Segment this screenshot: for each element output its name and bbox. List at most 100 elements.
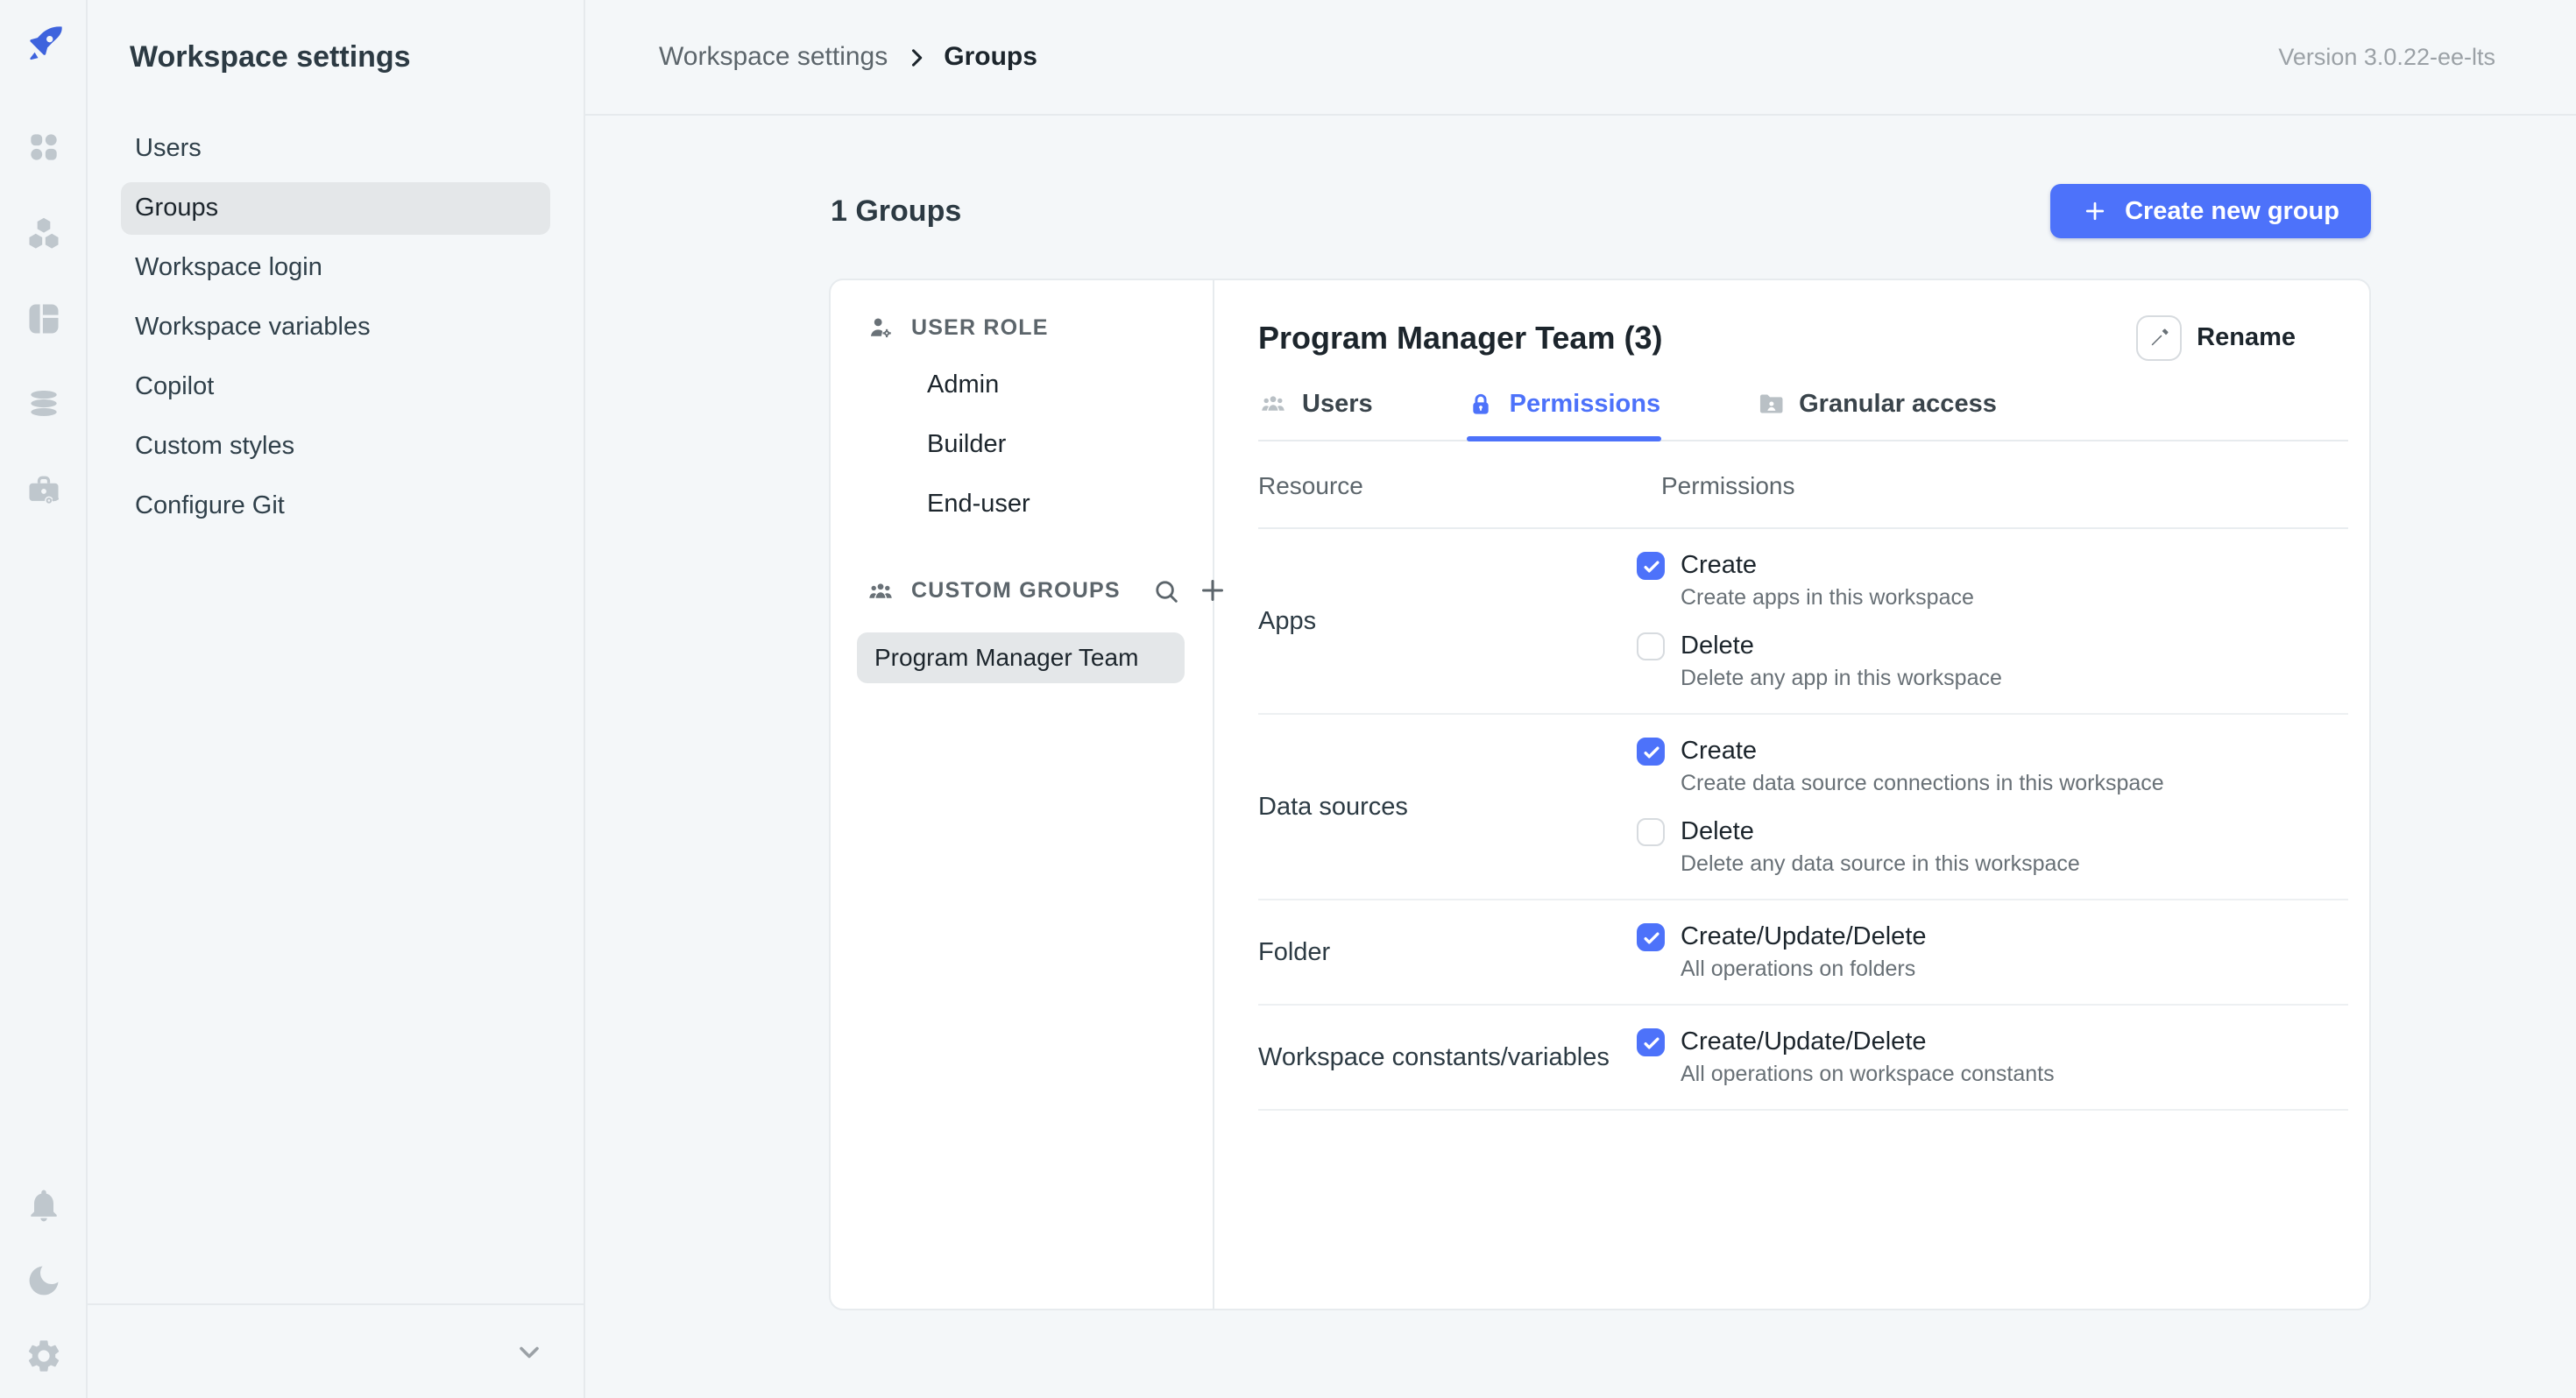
icon-rail [0,0,88,1398]
lock-icon [1468,390,1496,418]
bell-icon[interactable] [24,1186,62,1225]
permission-constants-cud: Create/Update/Delete All operations on w… [1637,1028,2348,1086]
table-row-folder: Folder Create/Update/Delete [1258,900,2348,1006]
rocket-logo-icon [20,23,66,68]
permission-apps-delete: Delete Delete any app in this workspace [1637,632,2348,690]
group-item-program-manager-team[interactable]: Program Manager Team [857,632,1185,683]
permission-datasources-create: Create Create data source connections in… [1637,738,2348,795]
custom-groups-title: CUSTOM GROUPS [911,578,1121,603]
group-detail: Program Manager Team (3) Rename [1214,280,2369,1309]
permission-label: Create/Update/Delete [1681,923,1927,951]
search-groups-icon[interactable] [1152,573,1182,608]
tab-granular-access[interactable]: Granular access [1755,389,1997,440]
role-item-admin[interactable]: Admin [927,371,1000,399]
groups-count: 1 Groups [831,194,962,227]
groups-card: USER ROLE Admin Builder End-user [829,279,2371,1310]
permissions-table: Resource Permissions Apps [1258,441,2348,1111]
topbar: Workspace settings Groups Version 3.0.22… [585,0,2576,116]
tab-users-label: Users [1302,390,1373,418]
create-new-group-button[interactable]: Create new group [2049,184,2371,238]
add-group-icon[interactable] [1198,573,1229,608]
groups-page: 1 Groups Create new group [585,116,2576,1398]
sidebar-item-copilot[interactable]: Copilot [135,373,215,401]
resource-label: Folder [1258,938,1331,966]
column-permissions: Permissions [1661,470,1795,498]
settings-sidebar: Workspace settings Users Groups Workspac… [88,0,585,1398]
checkbox-apps-delete[interactable] [1637,632,1665,660]
plus-icon [2081,198,2107,224]
sidebar-item-workspace-login[interactable]: Workspace login [135,254,322,282]
permission-label: Delete [1681,818,1754,846]
role-item-end-user[interactable]: End-user [927,491,1030,519]
permission-label: Delete [1681,632,1754,660]
permission-apps-create: Create Create apps in this workspace [1637,552,2348,610]
tab-permissions-label: Permissions [1509,390,1661,418]
layout-icon[interactable] [24,300,62,338]
tab-permissions[interactable]: Permissions [1467,389,1661,441]
checkbox-datasources-delete[interactable] [1637,818,1665,846]
permission-datasources-delete: Delete Delete any data source in this wo… [1637,818,2348,876]
version-label: Version 3.0.22-ee-lts [2278,44,2495,70]
table-row-apps: Apps Create Create apps in [1258,529,2348,715]
rename-button[interactable]: Rename [2135,315,2296,361]
chevron-right-icon [903,45,928,69]
permission-label: Create [1681,738,1758,766]
permission-desc: Create data source connections in this w… [1681,771,2164,795]
role-item-builder[interactable]: Builder [927,431,1007,459]
custom-groups-icon [866,575,895,605]
sidebar-title: Workspace settings [130,40,411,74]
sidebar-header: Workspace settings [88,0,584,116]
table-row-data-sources: Data sources Create Create [1258,715,2348,900]
column-resource: Resource [1258,470,1363,498]
resource-label: Workspace constants/variables [1258,1043,1610,1071]
user-role-title: USER ROLE [911,315,1049,340]
sidebar-item-custom-styles[interactable]: Custom styles [135,433,295,461]
permissions-table-header: Resource Permissions [1258,441,2348,529]
app-logo[interactable] [20,21,66,70]
sidebar-footer [88,1303,584,1398]
checkbox-datasources-create[interactable] [1637,738,1665,766]
gear-icon[interactable] [24,1337,62,1375]
breadcrumb-root[interactable]: Workspace settings [659,42,888,72]
sidebar-item-configure-git[interactable]: Configure Git [135,492,285,520]
resource-label: Apps [1258,607,1317,635]
apps-grid-icon[interactable] [24,128,62,166]
group-title: Program Manager Team (3) [1258,320,1663,355]
create-new-group-label: Create new group [2125,197,2339,225]
detail-header: Program Manager Team (3) Rename [1258,315,2348,361]
custom-groups-header: CUSTOM GROUPS [831,569,1224,611]
permission-folder-cud: Create/Update/Delete All operations on f… [1637,923,2348,981]
page-header: 1 Groups Create new group [831,184,2371,238]
sidebar-item-workspace-variables[interactable]: Workspace variables [135,314,371,342]
user-role-header: USER ROLE [831,307,1213,349]
database-icon[interactable] [24,385,62,424]
table-row-workspace-constants: Workspace constants/variables Create/Upd… [1258,1006,2348,1111]
modules-hexagons-icon[interactable] [24,214,62,252]
checkbox-constants-cud[interactable] [1637,1028,1665,1056]
permission-desc: Create apps in this workspace [1681,585,1974,610]
permission-label: Create [1681,552,1758,580]
resource-label: Data sources [1258,793,1408,821]
folder-user-icon [1755,389,1785,419]
tab-granular-access-label: Granular access [1799,390,1997,418]
breadcrumb-current: Groups [944,42,1037,72]
tab-users[interactable]: Users [1258,389,1373,440]
checkbox-folder-cud[interactable] [1637,923,1665,951]
edit-pencil-icon [2135,315,2182,361]
permission-desc: All operations on workspace constants [1681,1062,2055,1086]
user-role-icon [866,313,895,342]
users-tab-icon [1258,389,1288,419]
sidebar-item-users[interactable]: Users [135,135,202,163]
tabs: Users Permissions [1258,389,2348,441]
checkbox-apps-create[interactable] [1637,552,1665,580]
workspace-key-icon[interactable] [24,471,62,510]
permission-desc: All operations on folders [1681,957,1916,981]
sidebar-item-groups[interactable]: Groups [121,182,550,235]
permission-desc: Delete any data source in this workspace [1681,851,2080,876]
rename-label: Rename [2197,324,2296,352]
chevron-down-icon[interactable] [513,1336,545,1367]
sidebar-menu: Users Groups Workspace login Workspace v… [88,123,584,540]
groups-panel: USER ROLE Admin Builder End-user [831,280,1224,1309]
moon-icon[interactable] [24,1261,62,1300]
